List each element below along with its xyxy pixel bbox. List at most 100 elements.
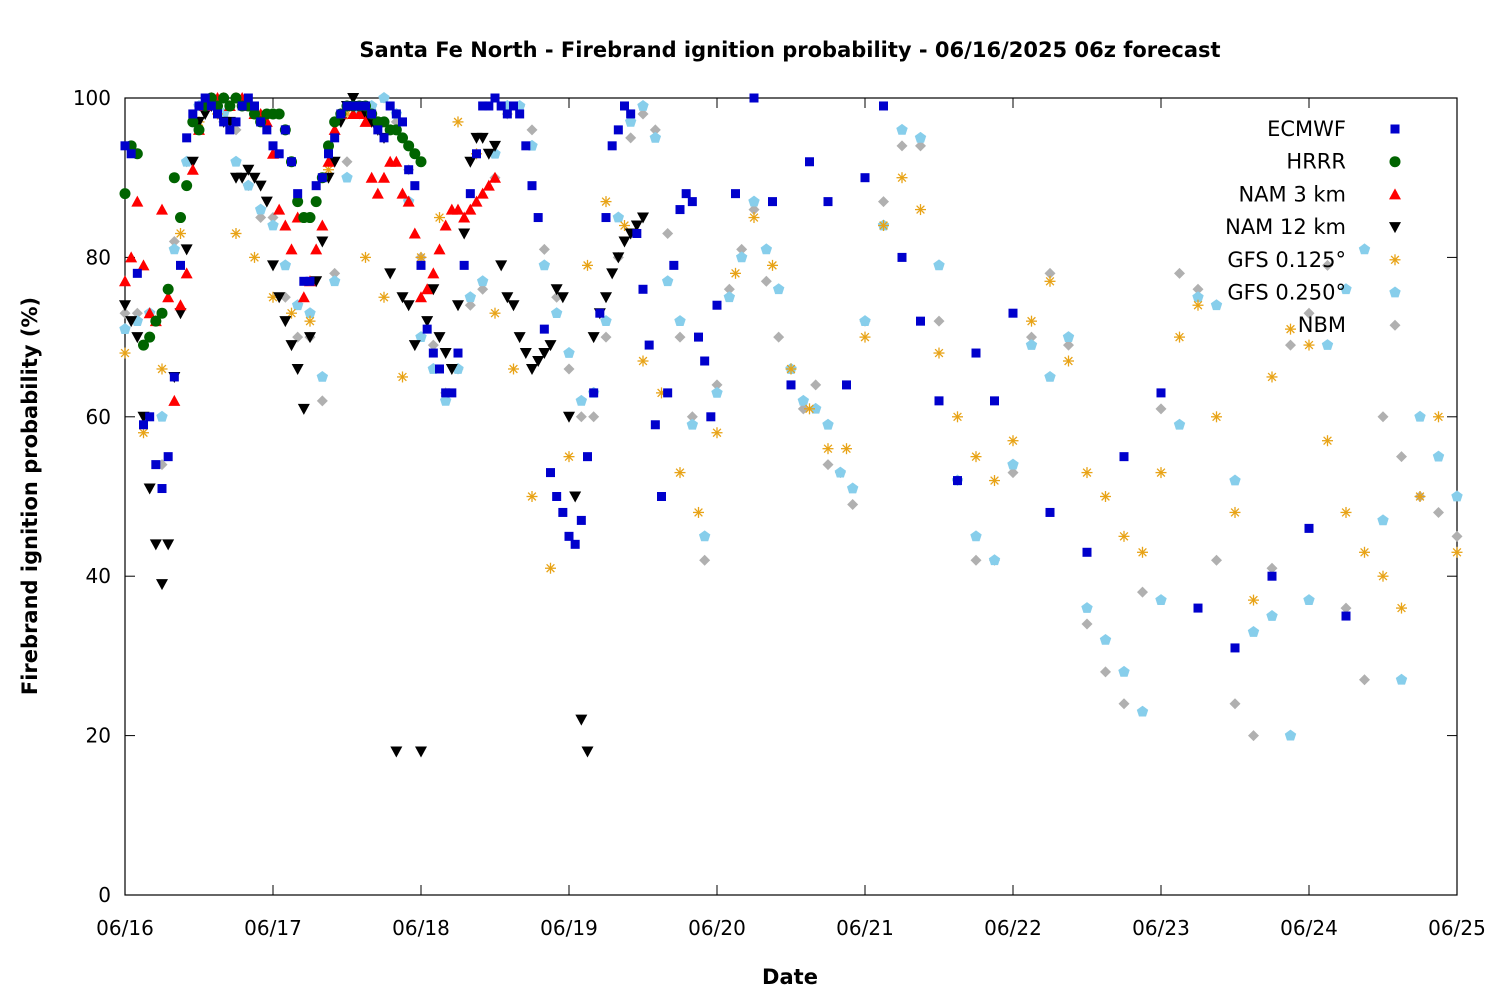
data-point xyxy=(558,507,568,517)
data-point xyxy=(846,482,859,494)
data-point xyxy=(384,268,397,280)
data-point xyxy=(1377,570,1389,582)
data-point xyxy=(1063,355,1074,367)
data-point xyxy=(459,260,469,270)
data-point xyxy=(612,211,625,223)
data-point xyxy=(304,332,316,344)
data-point xyxy=(669,260,679,270)
data-point xyxy=(175,227,186,239)
data-point xyxy=(248,172,261,184)
data-point xyxy=(328,275,341,287)
data-point xyxy=(168,394,181,406)
legend-label: NBM xyxy=(1298,313,1346,337)
data-point xyxy=(1285,323,1296,335)
data-point xyxy=(452,116,464,128)
data-point xyxy=(1359,674,1370,686)
data-point xyxy=(348,101,358,111)
data-point xyxy=(378,116,390,128)
data-point xyxy=(1081,467,1093,479)
data-point xyxy=(452,300,464,312)
data-point xyxy=(544,340,557,352)
data-point xyxy=(323,140,334,152)
data-point xyxy=(637,212,649,224)
data-point xyxy=(1414,410,1426,422)
data-point xyxy=(1100,666,1111,678)
data-point xyxy=(439,394,452,406)
data-point xyxy=(760,243,773,255)
data-point xyxy=(322,155,335,167)
data-point xyxy=(328,123,341,135)
data-point xyxy=(916,316,925,326)
data-point xyxy=(841,443,852,455)
data-point xyxy=(896,172,908,184)
data-point xyxy=(237,101,247,111)
data-point xyxy=(433,243,446,255)
data-point xyxy=(1396,451,1407,463)
data-point xyxy=(415,746,427,758)
data-point xyxy=(990,396,999,406)
data-point xyxy=(657,492,666,501)
data-point xyxy=(768,197,777,207)
data-point xyxy=(1432,450,1445,462)
data-point xyxy=(649,124,661,136)
y-tick-label: 0 xyxy=(98,883,111,907)
data-point xyxy=(637,99,649,111)
data-point xyxy=(564,531,574,541)
data-point xyxy=(119,275,131,287)
data-point xyxy=(230,227,242,239)
x-tick-label: 06/22 xyxy=(984,916,1042,940)
legend-marker xyxy=(1389,319,1401,331)
data-point xyxy=(1045,507,1055,517)
data-point xyxy=(416,260,426,270)
data-point xyxy=(316,370,329,382)
legend-marker xyxy=(1390,124,1400,134)
data-point xyxy=(1025,339,1038,350)
data-point xyxy=(620,101,629,111)
data-point xyxy=(1359,546,1370,558)
data-point xyxy=(256,117,266,127)
data-point xyxy=(464,156,477,168)
data-point xyxy=(410,181,420,191)
data-point xyxy=(1303,594,1315,605)
data-point xyxy=(230,155,242,167)
data-point xyxy=(1007,467,1019,479)
data-point xyxy=(489,171,501,183)
data-point xyxy=(694,332,703,342)
data-point xyxy=(625,132,637,144)
data-point xyxy=(292,196,304,208)
data-point xyxy=(390,746,403,758)
data-point xyxy=(145,412,155,422)
data-point xyxy=(347,93,360,104)
data-point xyxy=(1193,603,1203,613)
data-point xyxy=(285,340,298,352)
data-point xyxy=(336,109,346,119)
data-point xyxy=(219,117,229,127)
data-point xyxy=(482,179,495,191)
legend-label: GFS 0.250° xyxy=(1227,281,1346,305)
data-point xyxy=(662,227,674,239)
data-point xyxy=(897,252,907,262)
data-point xyxy=(304,307,316,319)
data-point xyxy=(174,308,187,320)
data-point xyxy=(700,356,710,366)
data-point xyxy=(186,163,199,175)
data-point xyxy=(1192,283,1204,295)
data-point xyxy=(398,117,407,127)
data-point xyxy=(527,181,537,191)
data-point xyxy=(279,219,292,231)
data-point xyxy=(834,466,847,478)
data-point xyxy=(1007,435,1019,447)
data-point xyxy=(698,530,711,542)
data-point xyxy=(970,530,982,542)
data-point xyxy=(1229,506,1241,518)
data-point xyxy=(397,371,408,383)
data-point xyxy=(914,131,927,143)
data-point xyxy=(1303,307,1315,319)
x-tick-label: 06/20 xyxy=(688,916,746,940)
data-point xyxy=(379,133,389,143)
data-point xyxy=(1174,331,1185,343)
data-point xyxy=(341,156,353,168)
data-point xyxy=(563,347,575,358)
data-point xyxy=(1026,315,1037,327)
data-point xyxy=(1229,474,1241,486)
